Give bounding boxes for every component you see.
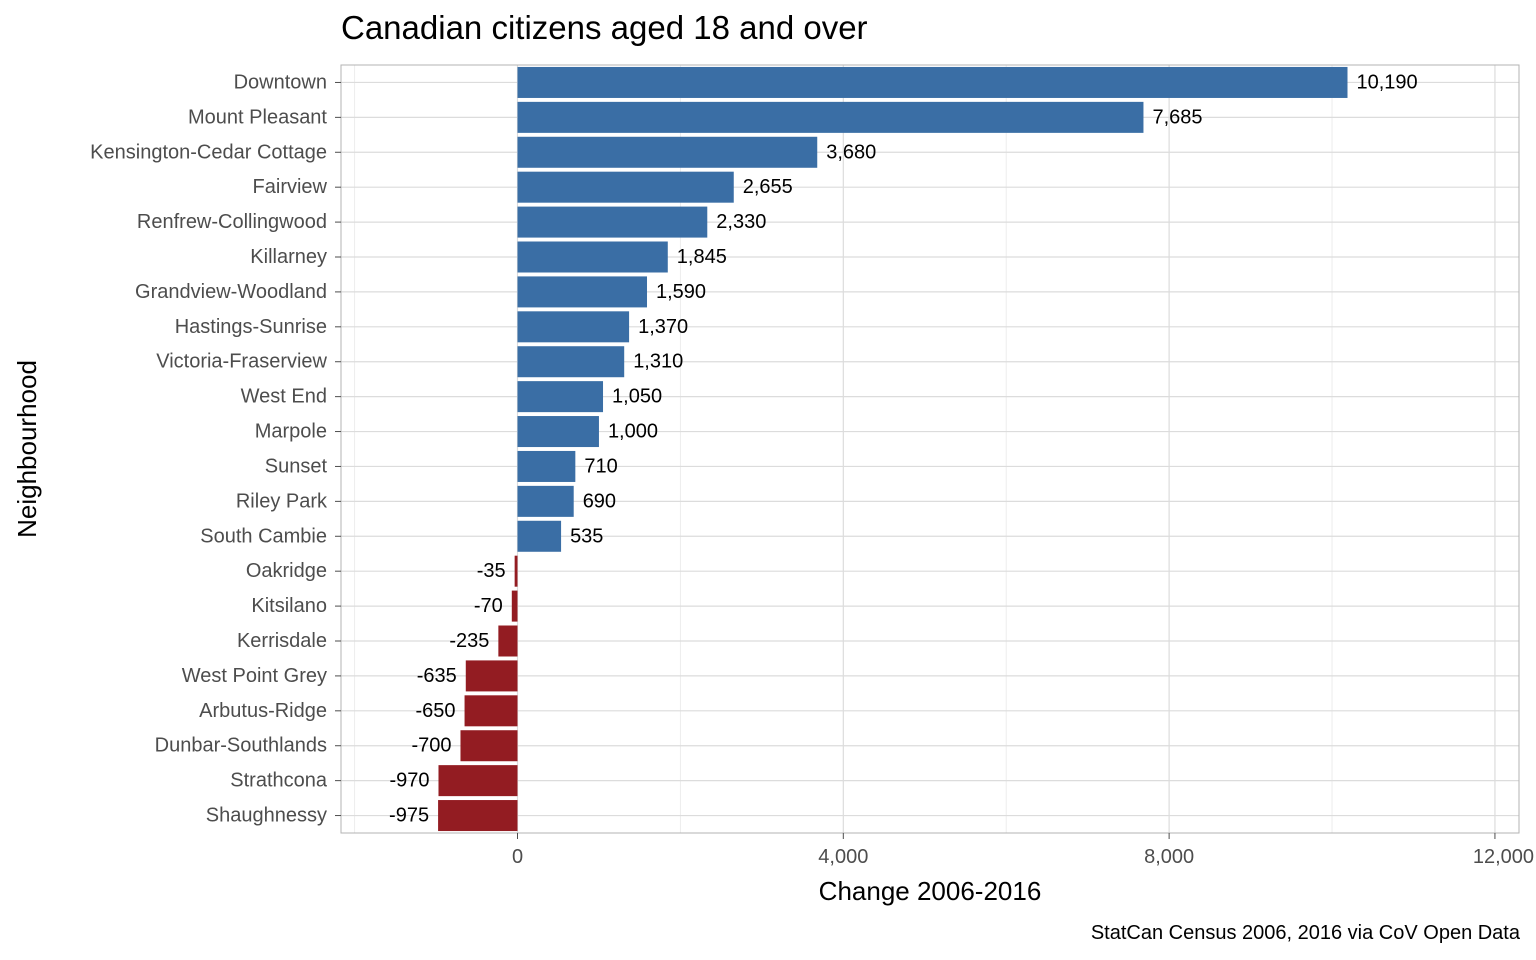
y-tick-label: Dunbar-Southlands: [155, 735, 327, 757]
bar-value-label: 690: [583, 490, 616, 512]
x-tick-label: 0: [512, 846, 523, 868]
bar: [517, 101, 1144, 133]
y-tick-label: Killarney: [250, 246, 327, 268]
y-axis-title: Neighbourhood: [12, 360, 42, 538]
bar: [517, 485, 574, 517]
bar: [517, 450, 576, 482]
x-tick-label: 4,000: [818, 846, 868, 868]
bar-value-label: -70: [474, 595, 503, 617]
bar: [465, 660, 518, 692]
y-tick-label: Renfrew-Collingwood: [137, 211, 327, 233]
bar-value-label: -970: [389, 770, 429, 792]
bar-value-label: 2,330: [716, 211, 766, 233]
bar-value-label: -650: [416, 700, 456, 722]
y-tick-label: Grandview-Woodland: [135, 281, 327, 303]
y-tick-label: Oakridge: [246, 560, 327, 582]
y-axis-tick-labels: Downtown Mount Pleasant Kensington-Cedar C…: [90, 71, 341, 827]
y-tick-label: Strathcona: [230, 770, 328, 792]
y-tick-label: Kerrisdale: [237, 630, 327, 652]
bar-value-label: 535: [570, 525, 603, 547]
x-axis-tick-labels: 0 4,000 8,000 12,000: [512, 833, 1534, 868]
y-tick-label: West Point Grey: [182, 665, 327, 687]
bar-value-label: 1,370: [638, 316, 688, 338]
bar: [517, 206, 708, 238]
bar-value-label: -700: [411, 735, 451, 757]
y-tick-label: Hastings-Sunrise: [175, 316, 327, 338]
bar: [438, 800, 518, 832]
bar-value-label: -975: [389, 805, 429, 827]
bar-value-label: 1,845: [677, 246, 727, 268]
bar: [517, 520, 562, 552]
y-tick-label: Victoria-Fraserview: [156, 351, 327, 373]
y-tick-label: Marpole: [255, 421, 327, 443]
x-tick-label: 8,000: [1144, 846, 1194, 868]
bar: [517, 311, 630, 343]
y-tick-label: Downtown: [234, 71, 327, 93]
bar: [464, 695, 518, 727]
y-tick-label: Sunset: [265, 455, 328, 477]
bar: [517, 66, 1348, 98]
bar-value-label: 10,190: [1357, 71, 1418, 93]
bar-value-label: 1,050: [612, 386, 662, 408]
y-tick-label: Mount Pleasant: [188, 106, 327, 128]
bar: [517, 171, 734, 203]
y-tick-label: Kitsilano: [251, 595, 327, 617]
bar-value-label: 1,310: [633, 351, 683, 373]
bar: [438, 765, 518, 797]
x-axis-title: Change 2006-2016: [819, 876, 1042, 906]
bar: [517, 416, 599, 448]
y-tick-label: Shaughnessy: [206, 805, 327, 827]
bar-value-label: 710: [584, 455, 617, 477]
x-tick-label: 12,000: [1473, 846, 1534, 868]
bar: [517, 346, 625, 378]
panel-border: [340, 64, 1520, 834]
bar-value-label: -35: [477, 560, 506, 582]
bar-value-label: 3,680: [826, 141, 876, 163]
y-tick-label: South Cambie: [200, 525, 327, 547]
bar-value-labels: 10,190 7,685 3,680 2,655 2,330 1,845 1,590 1,37…: [389, 71, 1418, 826]
bar: [517, 136, 818, 168]
bar: [514, 555, 518, 587]
y-tick-label: Riley Park: [236, 490, 328, 512]
y-tick-label: Kensington-Cedar Cottage: [90, 141, 327, 163]
bar-value-label: 2,655: [743, 176, 793, 198]
bar-value-label: 1,590: [656, 281, 706, 303]
bar-value-label: -235: [449, 630, 489, 652]
bar: [511, 590, 518, 622]
y-tick-label: Arbutus-Ridge: [199, 700, 327, 722]
bar: [460, 730, 518, 762]
bar: [517, 276, 648, 308]
bar-value-label: 1,000: [608, 421, 658, 443]
bars: [438, 66, 1348, 832]
chart-title: Canadian citizens aged 18 and over: [341, 9, 868, 46]
bar-value-label: 7,685: [1152, 106, 1202, 128]
bar-value-label: -635: [417, 665, 457, 687]
bar: [517, 381, 604, 413]
y-tick-label: Fairview: [253, 176, 328, 198]
bar: [498, 625, 518, 657]
y-tick-label: West End: [241, 386, 327, 408]
bar: [517, 241, 668, 273]
chart-caption: StatCan Census 2006, 2016 via CoV Open D…: [1091, 922, 1521, 944]
